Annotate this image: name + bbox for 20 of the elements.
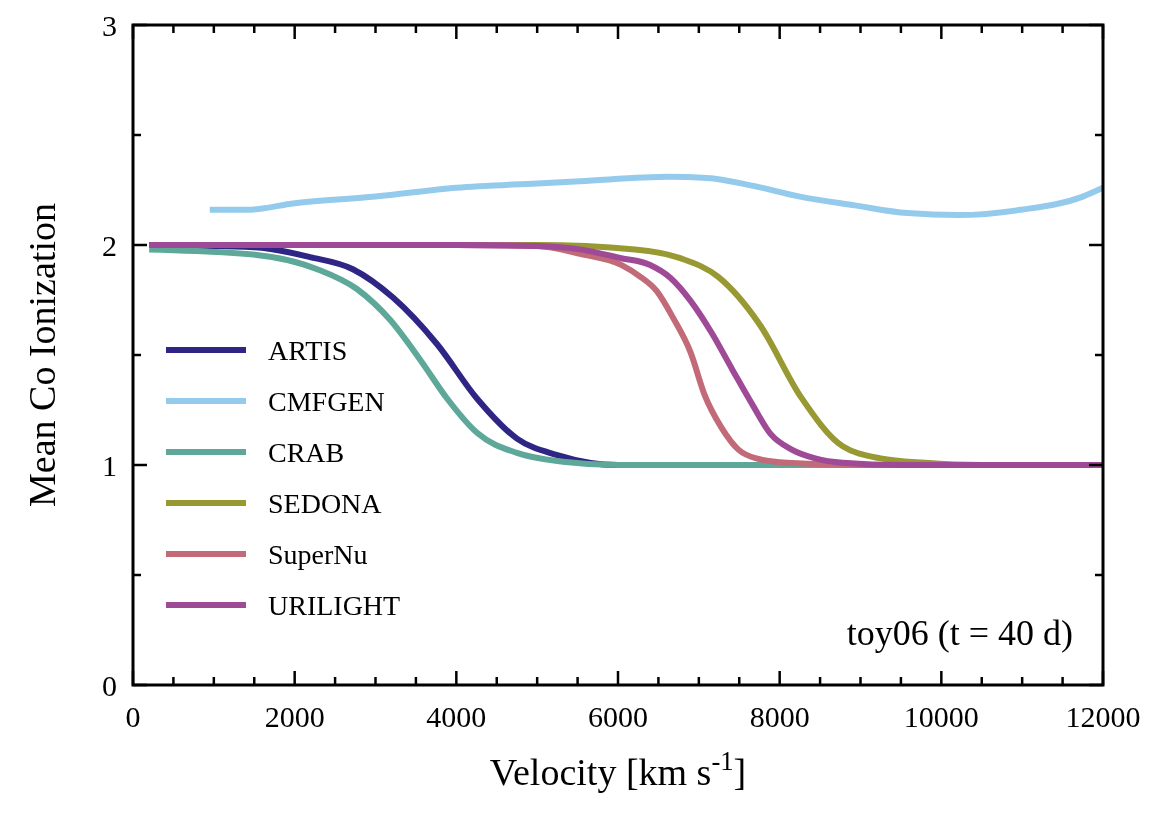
x-tick-label: 12000 bbox=[1065, 700, 1141, 733]
x-tick-label: 8000 bbox=[749, 700, 810, 733]
legend-label: CMFGEN bbox=[268, 385, 385, 417]
y-tick-label: 2 bbox=[102, 228, 117, 262]
legend-label: SEDONA bbox=[268, 487, 383, 519]
y-tick-label: 3 bbox=[102, 8, 117, 42]
y-tick-label: 1 bbox=[102, 448, 117, 482]
legend-label: ARTIS bbox=[268, 334, 348, 366]
x-tick-label: 10000 bbox=[903, 700, 979, 733]
y-tick-label: 0 bbox=[102, 668, 117, 702]
y-axis-title: Mean Co Ionization bbox=[21, 203, 63, 507]
annotation: toy06 (t = 40 d) bbox=[846, 613, 1073, 653]
x-tick-label: 2000 bbox=[264, 700, 325, 733]
legend-label: CRAB bbox=[268, 436, 345, 468]
x-tick-label: 6000 bbox=[588, 700, 648, 733]
legend-label: SuperNu bbox=[268, 538, 368, 570]
legend-label: URILIGHT bbox=[268, 589, 401, 621]
x-tick-label: 0 bbox=[125, 700, 141, 733]
x-axis-title: Velocity [km s$^{-1}$] bbox=[489, 746, 747, 793]
x-tick-label: 4000 bbox=[426, 700, 487, 733]
